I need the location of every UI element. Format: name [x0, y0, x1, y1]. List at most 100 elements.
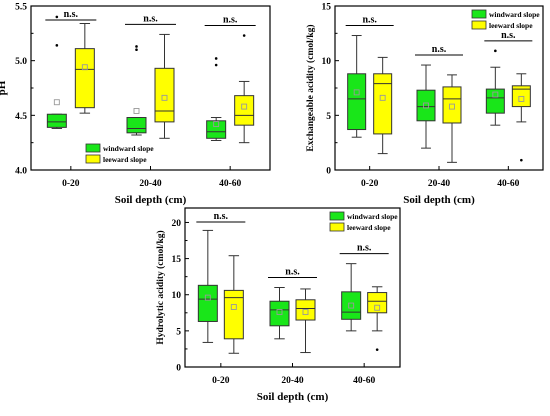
box-leeward-40-60 [511, 73, 531, 162]
outlier-point [55, 15, 59, 19]
box-leeward-40-60 [367, 286, 388, 351]
legend-label: windward slope [489, 10, 540, 19]
x-tick-label: 20-40 [428, 179, 450, 189]
box-body [206, 120, 227, 139]
legend-label: leeward slope [347, 223, 391, 232]
box-windward-20-40 [269, 287, 290, 340]
box-body [485, 88, 505, 114]
legend-swatch [329, 222, 345, 232]
legend-label: leeward slope [103, 155, 147, 164]
y-tick-label: 4.0 [15, 167, 27, 177]
box-body [442, 86, 462, 124]
y-tick-label: 15 [322, 3, 332, 13]
outlier-point [135, 48, 138, 52]
y-tick-label: 5 [326, 112, 331, 122]
y-tick-label: 5.5 [15, 3, 27, 13]
box-windward-0-20 [46, 15, 67, 129]
x-tick-label: 20-40 [281, 376, 303, 386]
significance-label: n.s. [501, 30, 516, 41]
x-tick-label: 40-60 [219, 179, 241, 189]
mean-marker [213, 121, 220, 128]
significance-label: n.s. [64, 9, 79, 20]
box-body [234, 95, 255, 126]
legend-label: leeward slope [489, 21, 533, 30]
significance-label: n.s. [285, 267, 300, 278]
box-body [367, 292, 388, 314]
significance-label: n.s. [432, 44, 447, 55]
y-axis-title: pH [0, 80, 8, 95]
box-leeward-20-40 [154, 33, 175, 139]
mean-marker [379, 94, 386, 101]
box-body [269, 300, 290, 327]
y-tick-label: 10 [322, 57, 332, 67]
legend-swatch [471, 20, 487, 30]
mean-marker [348, 302, 355, 309]
box-body [197, 284, 218, 322]
legend-label: windward slope [103, 144, 154, 153]
mean-marker [133, 108, 140, 114]
x-axis-title: Soil depth (cm) [403, 194, 475, 206]
legend-swatch [329, 211, 345, 221]
outlier-point [55, 44, 59, 47]
box-body [341, 291, 362, 320]
mean-marker [161, 94, 168, 101]
box-windward-40-60 [341, 263, 362, 332]
box-body [126, 117, 147, 134]
outlier-point [375, 348, 379, 351]
significance-label: n.s. [357, 243, 372, 254]
mean-marker [53, 99, 60, 106]
legend: windward slope leeward slope [471, 9, 540, 30]
y-tick-label: 0 [326, 167, 331, 177]
legend-label: windward slope [347, 212, 398, 221]
x-tick-label: 0-20 [361, 179, 379, 189]
box-leeward-20-40 [442, 74, 462, 163]
box-leeward-0-20 [223, 255, 244, 354]
box-body [373, 73, 393, 135]
outlier-point [135, 45, 138, 48]
chart-panel-hydrolytic: 0 5 10 15 20 0-20 20-40 40-60 Soil depth (cm) Hyd… [155, 207, 401, 403]
box-body [74, 48, 95, 109]
box-windward-0-20 [347, 35, 367, 138]
mean-marker [230, 304, 237, 310]
box-body [416, 89, 436, 122]
mean-marker [492, 91, 499, 98]
legend-swatch [85, 143, 101, 153]
mean-marker [81, 64, 88, 71]
y-axis-title: Exchangeable acidity (cmol/kg) [305, 24, 316, 151]
box-windward-40-60 [485, 49, 505, 126]
y-axis-title: Hydrolytic acidity (cmol/kg) [155, 230, 166, 344]
y-tick-label: 5 [176, 327, 181, 337]
legend-swatch [85, 154, 101, 164]
legend-swatch [471, 9, 487, 19]
box-body [46, 113, 67, 128]
box-leeward-20-40 [295, 288, 316, 354]
box-leeward-40-60 [234, 34, 255, 144]
chart-panel-ph: 4.0 4.5 5.0 5.5 0-20 20-40 40-60 Soil depth (cm… [0, 3, 271, 206]
legend: windward slope leeward slope [85, 143, 154, 164]
significance-label: n.s. [362, 15, 377, 26]
x-tick-label: 20-40 [139, 179, 161, 189]
mean-marker [204, 294, 211, 301]
box-body [223, 289, 244, 340]
mean-marker [353, 89, 360, 96]
y-tick-label: 0 [176, 364, 181, 374]
mean-marker [423, 102, 429, 109]
outlier-point [214, 63, 218, 67]
y-tick-label: 10 [172, 291, 182, 301]
y-tick-label: 4.5 [15, 112, 27, 122]
mean-marker [374, 304, 381, 311]
outlier-point [520, 158, 523, 162]
x-axis-title: Soil depth (cm) [115, 194, 187, 206]
box-windward-0-20 [197, 229, 218, 343]
significance-label: n.s. [214, 211, 229, 222]
x-tick-label: 0-20 [212, 376, 230, 386]
box-windward-20-40 [416, 64, 436, 149]
significance-label: n.s. [223, 15, 238, 26]
y-tick-label: 5.0 [15, 57, 27, 67]
mean-marker [241, 103, 248, 110]
outlier-point [242, 34, 246, 37]
box-leeward-0-20 [373, 56, 393, 155]
x-tick-label: 40-60 [497, 179, 519, 189]
